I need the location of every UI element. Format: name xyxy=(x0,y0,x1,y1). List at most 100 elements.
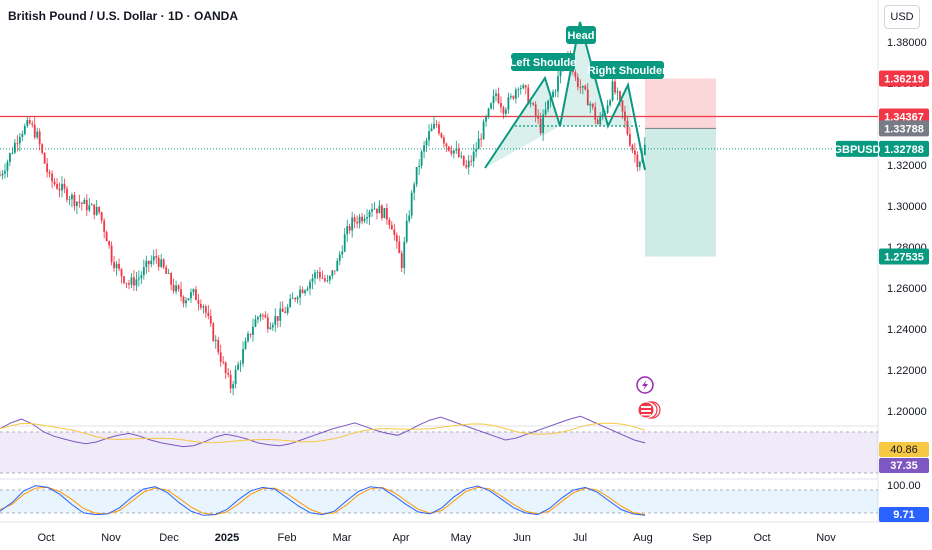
candle xyxy=(105,231,108,242)
candle xyxy=(433,123,435,129)
candle xyxy=(6,161,9,171)
candle xyxy=(529,103,532,105)
target-price-tag xyxy=(879,248,929,265)
candle xyxy=(552,91,554,98)
candle xyxy=(495,93,497,96)
candle xyxy=(140,275,143,279)
candle xyxy=(418,165,421,167)
head-label: Head xyxy=(568,30,595,42)
candle xyxy=(532,103,535,105)
candle xyxy=(219,352,222,362)
candle xyxy=(326,280,329,282)
candle xyxy=(133,277,135,286)
candle xyxy=(110,245,113,263)
candle xyxy=(554,91,557,93)
candle xyxy=(289,298,292,307)
candle xyxy=(18,136,21,144)
candle xyxy=(542,114,545,134)
candle xyxy=(341,251,344,255)
entry-price: 1.33788 xyxy=(884,123,924,135)
candle xyxy=(36,131,39,138)
candle xyxy=(244,340,247,350)
candle xyxy=(63,183,66,189)
candle xyxy=(224,362,227,374)
candle xyxy=(38,131,41,145)
candle xyxy=(286,306,289,313)
candle xyxy=(247,333,249,341)
right-shoulder-label-box[interactable] xyxy=(590,61,664,79)
candle xyxy=(182,296,185,304)
candle xyxy=(643,144,646,155)
candle xyxy=(507,97,510,110)
candle xyxy=(388,219,391,226)
candle xyxy=(425,140,428,146)
candle xyxy=(33,124,36,138)
pattern-line[interactable] xyxy=(484,21,646,171)
currency-button[interactable]: USD xyxy=(884,5,920,29)
target-price: 1.27535 xyxy=(884,252,924,264)
candle xyxy=(120,268,123,277)
candle xyxy=(333,270,336,272)
candle xyxy=(202,306,205,308)
lightning-icon[interactable] xyxy=(636,376,654,394)
price-tick-label: 1.32000 xyxy=(887,160,927,172)
candle xyxy=(115,263,118,269)
candle xyxy=(167,273,170,274)
candle xyxy=(0,175,1,177)
symbol-label: GBPUSD xyxy=(833,144,880,156)
time-tick-label: Oct xyxy=(753,532,770,544)
stop-loss-price-tag xyxy=(879,70,929,87)
candle xyxy=(125,282,128,284)
candle xyxy=(534,104,537,116)
candle xyxy=(405,220,408,242)
take-profit-zone[interactable] xyxy=(645,128,716,257)
candle xyxy=(500,103,502,108)
left-shoulder-label-box[interactable] xyxy=(511,53,575,71)
candle xyxy=(519,88,522,90)
stoch-band xyxy=(0,490,878,513)
candle xyxy=(452,150,455,154)
stop-loss-zone[interactable] xyxy=(645,78,716,129)
candle xyxy=(527,87,530,105)
candle xyxy=(53,181,56,185)
candle xyxy=(9,153,11,162)
candle xyxy=(16,142,19,144)
candle xyxy=(204,306,207,313)
candle xyxy=(85,199,88,211)
candle xyxy=(614,81,616,93)
candle xyxy=(586,89,589,106)
candle xyxy=(636,154,639,167)
candle xyxy=(606,105,609,113)
candle xyxy=(187,298,190,301)
rsi-pane: 40.86 37.35 xyxy=(0,415,929,474)
candle xyxy=(363,218,366,222)
candle xyxy=(331,270,334,276)
candle xyxy=(440,133,443,138)
candle xyxy=(420,151,423,166)
rsi-ma-value: 37.35 xyxy=(890,460,918,472)
candle xyxy=(147,260,150,265)
candle xyxy=(192,289,195,293)
candle xyxy=(485,117,487,122)
candle xyxy=(410,192,413,216)
candle xyxy=(631,145,634,151)
head-label-box[interactable] xyxy=(566,26,596,44)
candle xyxy=(279,308,282,321)
candle xyxy=(455,148,458,151)
candle xyxy=(108,241,111,246)
candle xyxy=(48,172,51,174)
candle xyxy=(165,267,168,274)
candle xyxy=(46,163,49,173)
candle xyxy=(633,150,636,155)
candle xyxy=(73,194,76,206)
candle xyxy=(502,107,505,114)
candle xyxy=(227,373,230,375)
candle xyxy=(195,289,197,301)
candle xyxy=(93,204,96,215)
flag-icon[interactable] xyxy=(637,401,661,419)
candle xyxy=(135,279,138,286)
candle xyxy=(100,212,103,221)
candle xyxy=(629,134,631,146)
candle xyxy=(400,253,403,268)
